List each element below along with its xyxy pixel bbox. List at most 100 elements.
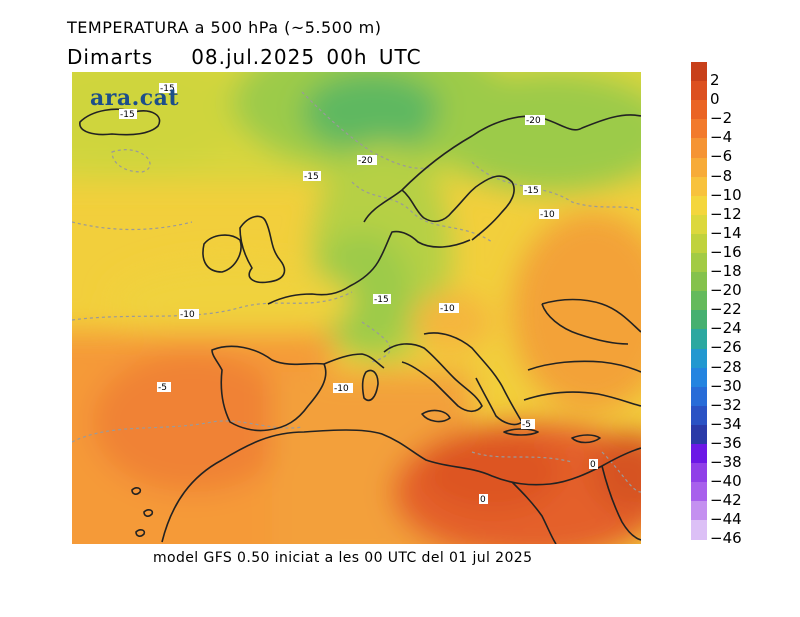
legend-label: 0 (710, 90, 720, 109)
legend-label: −8 (710, 166, 733, 185)
scandinavia-outline (363, 114, 641, 223)
legend-label: −12 (710, 204, 742, 223)
legend-swatch (691, 100, 707, 120)
legend-swatch (691, 157, 707, 178)
legend-label: −42 (710, 491, 742, 510)
aracat-logo: ara.cat (90, 85, 180, 111)
map-title: TEMPERATURA a 500 hPa (~5.500 m) (67, 18, 382, 37)
legend-swatch (691, 386, 707, 407)
legend-swatch (691, 501, 707, 521)
legend-swatch (691, 520, 707, 540)
datetime-label: 08.jul.2025 00h UTC (191, 45, 422, 69)
legend-swatch (691, 329, 707, 349)
legend-label: −18 (710, 262, 742, 280)
legend-swatch (691, 195, 707, 216)
iceland-outline (79, 108, 161, 136)
legend-swatch (691, 81, 707, 101)
legend-label: −16 (710, 242, 742, 261)
isotherm-contours (72, 91, 641, 493)
legend-swatch (691, 119, 707, 139)
legend-label: −46 (710, 529, 742, 548)
legend-swatch (691, 444, 707, 464)
legend-swatch (691, 138, 707, 158)
contour-label: -15 (120, 110, 135, 120)
legend-swatch (691, 272, 707, 292)
black-sea-south-outline (541, 303, 629, 345)
nile-outline (511, 481, 557, 544)
legend-swatch (691, 482, 707, 502)
contour-label: -10 (440, 304, 455, 314)
legend-swatch (691, 405, 707, 426)
north-africa-outline (161, 429, 641, 543)
contour-label: -10 (180, 310, 195, 320)
contour-label: -15 (304, 172, 319, 182)
day-label: Dimarts (67, 45, 154, 69)
britain-outline (239, 215, 286, 284)
legend-swatch (691, 62, 707, 82)
legend-label: −14 (710, 223, 742, 242)
legend-label: −30 (710, 376, 742, 395)
legend-label: −10 (710, 185, 742, 204)
iberia-outline (211, 345, 327, 432)
canary-island (143, 509, 154, 517)
legend-label: −28 (710, 357, 742, 376)
legend-swatch (691, 214, 707, 235)
legend-label: −4 (710, 128, 733, 147)
legend-swatch (691, 310, 707, 330)
contour-label: -5 (158, 383, 167, 393)
legend-label: −24 (710, 319, 742, 338)
legend-swatch (691, 176, 707, 197)
legend-swatch (691, 233, 707, 254)
legend-label: −32 (710, 395, 742, 414)
legend-label: 2 (710, 71, 720, 89)
baltic-outline (401, 175, 515, 241)
legend-label: −26 (710, 338, 742, 357)
contour-label: -5 (522, 420, 531, 430)
med-coast-outline (323, 353, 385, 369)
legend-label: −20 (710, 281, 742, 300)
contour-label: 0 (480, 495, 486, 505)
legend-label: −2 (710, 109, 733, 128)
contour-label: -15 (160, 84, 175, 94)
legend-swatch (691, 424, 707, 445)
legend-label: −36 (710, 433, 742, 452)
coastlines (79, 108, 641, 544)
levant-outline (601, 465, 641, 541)
north-coast-outline (267, 230, 471, 305)
contour-labels: -15 -15 -20 -20 -15 -15 -10 -15 -10 -10 … (119, 83, 598, 505)
map-canvas: -15 -15 -20 -20 -15 -15 -10 -15 -10 -10 … (72, 72, 641, 544)
legend-swatch (691, 463, 707, 483)
legend-label: −44 (710, 510, 742, 529)
legend-label: −34 (710, 414, 742, 433)
turkey-south-outline (523, 391, 641, 407)
contour-label: -15 (524, 186, 539, 196)
sardinia-outline (361, 369, 379, 402)
balkans-outline (423, 332, 523, 426)
contour-label: -10 (540, 210, 555, 220)
sicily-outline (421, 409, 451, 423)
model-info: model GFS 0.50 iniciat a les 00 UTC del … (153, 550, 533, 566)
contour-label: -20 (526, 116, 541, 126)
legend-label: −40 (710, 472, 742, 491)
temperature-map: -15 -15 -20 -20 -15 -15 -10 -15 -10 -10 … (72, 72, 641, 544)
turkey-outline (527, 360, 641, 373)
valid-time: Dimarts 08.jul.2025 00h UTC (67, 45, 422, 69)
crete-outline (503, 428, 539, 436)
contour-label: 0 (590, 460, 596, 470)
legend-swatch (691, 253, 707, 273)
black-sea-outline (541, 298, 641, 333)
legend-swatch (691, 291, 707, 311)
contour-label: -10 (334, 384, 349, 394)
canary-island (135, 529, 146, 537)
legend-label: −22 (710, 300, 742, 319)
legend-swatch (691, 348, 707, 369)
contour-label: -20 (358, 156, 373, 166)
cyprus-outline (571, 434, 601, 444)
legend-label: −38 (710, 453, 742, 471)
legend-swatch (691, 367, 707, 388)
legend-label: −6 (710, 147, 733, 166)
ireland-outline (202, 234, 242, 273)
temperature-field (72, 72, 641, 544)
italy-outline (383, 343, 483, 413)
contour-label: -15 (374, 295, 389, 305)
